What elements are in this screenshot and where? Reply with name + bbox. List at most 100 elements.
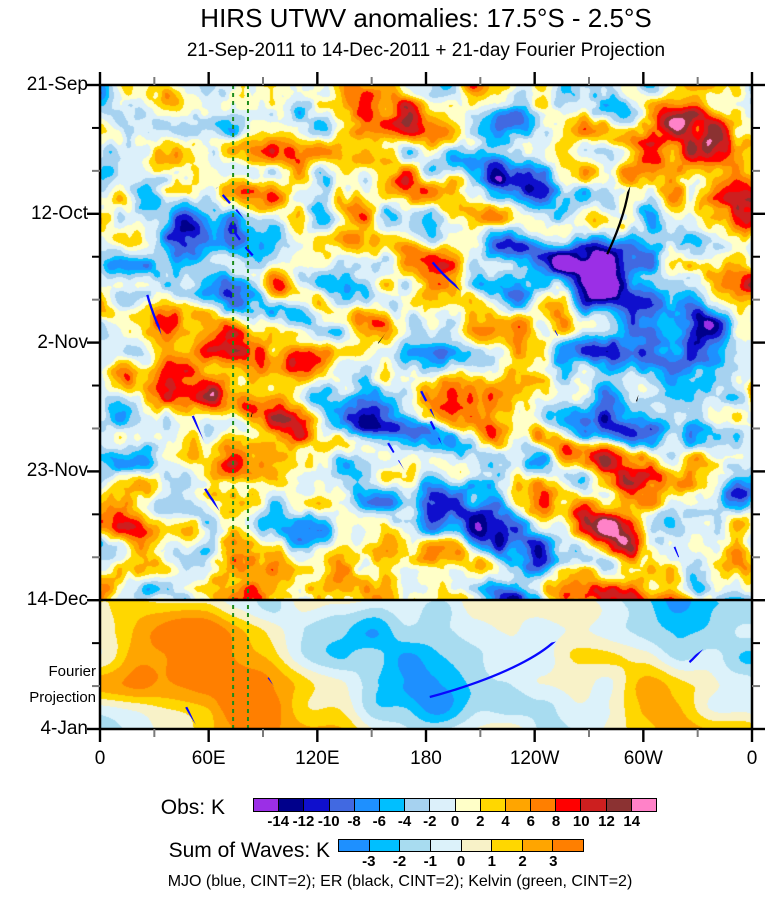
obs-colorbar-tick: -14 — [267, 813, 290, 830]
er-wave-contour — [547, 222, 602, 329]
waves-colorbar — [338, 839, 584, 852]
y-axis-tick-label: 12-Oct — [30, 202, 88, 224]
x-axis-tick-label: 60W — [623, 748, 663, 769]
er-wave-contour — [250, 349, 259, 510]
y-axis-tick-label: 23-Nov — [26, 460, 88, 482]
obs-colorbar-label: Obs: K — [160, 796, 225, 819]
er-wave-contour — [293, 629, 295, 685]
fourier-label-line1: Fourier — [48, 663, 96, 680]
mjo-wave-contour — [385, 259, 498, 303]
obs-colorbar — [253, 798, 657, 812]
waves-colorbar-segment — [492, 840, 523, 851]
obs-colorbar-segment — [379, 799, 406, 811]
kelvin-wave-contour — [304, 313, 535, 317]
mjo-wave-contour — [687, 613, 714, 697]
kelvin-wave-contour — [83, 449, 282, 496]
mjo-wave-contour — [166, 415, 245, 475]
waves-colorbar-segment — [369, 840, 401, 851]
obs-colorbar-tick: 2 — [476, 813, 485, 830]
x-axis-tick-label: 0 — [746, 748, 758, 769]
kelvin-wave-contour — [439, 244, 636, 277]
kelvin-wave-contour — [486, 252, 588, 269]
kelvin-wave-contour — [198, 268, 295, 289]
mjo-wave-contour — [514, 330, 615, 395]
er-wave-contour — [206, 298, 219, 460]
contour-caption: MJO (blue, CINT=2); ER (black, CINT=2); … — [167, 873, 633, 890]
obs-colorbar-tick: -6 — [372, 813, 386, 830]
obs-colorbar-segment — [606, 799, 632, 811]
er-wave-contour — [653, 261, 665, 397]
kelvin-wave-contour — [526, 440, 762, 444]
waves-colorbar-segment — [339, 840, 370, 851]
obs-colorbar-tick: 0 — [450, 813, 460, 830]
mjo-wave-contour — [771, 245, 772, 481]
er-wave-contour — [377, 276, 406, 417]
waves-colorbar-tick: 0 — [456, 853, 466, 870]
obs-colorbar-tick: 8 — [551, 813, 561, 830]
waves-colorbar-tick: -2 — [392, 853, 407, 870]
mjo-wave-contour — [135, 293, 201, 360]
mjo-wave-contour — [285, 428, 351, 469]
er-wave-contour — [420, 590, 422, 650]
waves-colorbar-tick: 3 — [549, 853, 558, 870]
x-axis-tick-label: 60E — [191, 748, 226, 769]
mjo-wave-contour — [204, 230, 296, 275]
kelvin-wave-contour — [80, 566, 288, 568]
y-axis-tick-label: 14-Dec — [26, 589, 88, 611]
obs-colorbar-segment — [505, 799, 532, 811]
kelvin-wave-contour — [243, 602, 250, 616]
x-axis-tick-label: 180 — [410, 748, 442, 769]
waves-colorbar-tick: 2 — [518, 853, 527, 870]
waves-colorbar-tick: -1 — [423, 853, 437, 870]
obs-colorbar-segment — [329, 799, 355, 811]
y-axis-tick-label: 21-Sep — [26, 74, 88, 95]
er-wave-contour — [169, 113, 178, 248]
waves-colorbar-segment — [400, 840, 431, 851]
kelvin-wave-contour — [335, 274, 484, 310]
kelvin-wave-contour — [240, 603, 280, 611]
kelvin-wave-contour — [637, 493, 713, 510]
y-axis-tick-label: 4-Jan — [40, 718, 88, 739]
waves-colorbar-tick: -3 — [362, 853, 376, 870]
obs-colorbar-tick: -2 — [423, 813, 437, 830]
kelvin-wave-contour — [153, 258, 340, 299]
kelvin-wave-contour — [670, 596, 730, 609]
obs-colorbar-tick: -8 — [347, 813, 361, 830]
fourier-label-line2: Projection — [29, 689, 96, 706]
obs-colorbar-tick: 6 — [526, 813, 535, 830]
er-wave-contour — [604, 215, 607, 315]
er-wave-contour — [297, 294, 321, 445]
obs-colorbar-segment — [405, 799, 431, 811]
mjo-wave-contour — [406, 420, 482, 473]
contour-overlay — [80, 68, 772, 751]
er-wave-contour — [484, 211, 487, 287]
obs-colorbar-segment — [631, 799, 656, 811]
waves-colorbar-segment — [430, 840, 462, 851]
chart-title: HIRS UTWV anomalies: 17.5°S - 2.5°S — [200, 3, 652, 33]
er-wave-contour — [662, 458, 728, 544]
x-axis-tick-label: 0 — [94, 748, 106, 769]
kelvin-wave-contour — [568, 176, 731, 209]
waves-colorbar-segment — [461, 840, 493, 851]
kelvin-wave-contour — [490, 592, 607, 620]
mjo-wave-contour — [638, 690, 692, 731]
chart-subtitle: 21-Sep-2011 to 14-Dec-2011 + 21-day Four… — [186, 40, 666, 61]
anomaly-field-canvas — [100, 85, 752, 729]
er-wave-contour — [635, 361, 640, 465]
obs-colorbar-segment — [430, 799, 456, 811]
x-axis-tick-label: 120E — [295, 748, 340, 769]
obs-colorbar-segment — [556, 799, 582, 811]
er-wave-contour — [726, 136, 746, 190]
kelvin-wave-contour — [205, 358, 338, 379]
obs-colorbar-tick: 14 — [623, 813, 641, 830]
kelvin-wave-contour — [548, 618, 637, 638]
waves-colorbar-segment — [522, 840, 554, 851]
obs-colorbar-segment — [480, 799, 506, 811]
obs-colorbar-segment — [304, 799, 330, 811]
mjo-wave-contour — [391, 382, 474, 445]
obs-colorbar-segment — [279, 799, 305, 811]
mjo-wave-contour — [175, 487, 258, 531]
obs-colorbar-tick: -10 — [317, 813, 340, 830]
waves-colorbar-tick: 1 — [487, 853, 496, 870]
plot-border — [98, 83, 754, 731]
